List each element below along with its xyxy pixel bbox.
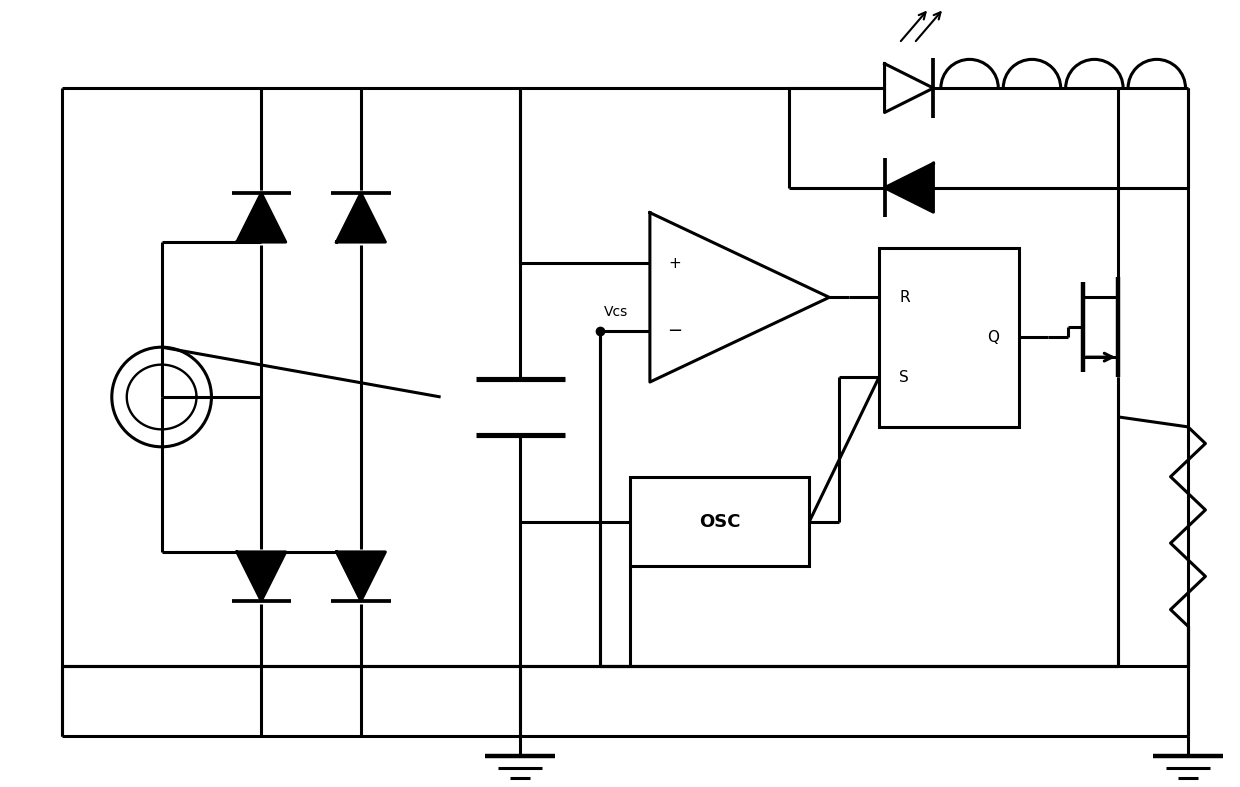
Text: −: − <box>667 322 682 340</box>
Bar <box>630 477 810 567</box>
Text: +: + <box>668 256 681 271</box>
Text: R: R <box>899 290 910 305</box>
Polygon shape <box>237 194 285 242</box>
Polygon shape <box>884 164 934 212</box>
Bar <box>879 248 1018 427</box>
Polygon shape <box>650 212 830 382</box>
Text: S: S <box>899 370 909 385</box>
Polygon shape <box>237 552 285 600</box>
Polygon shape <box>884 64 934 113</box>
Polygon shape <box>336 552 386 600</box>
Polygon shape <box>336 194 386 242</box>
Text: Q: Q <box>987 330 998 345</box>
Text: OSC: OSC <box>699 512 740 530</box>
Text: Vcs: Vcs <box>604 305 629 320</box>
